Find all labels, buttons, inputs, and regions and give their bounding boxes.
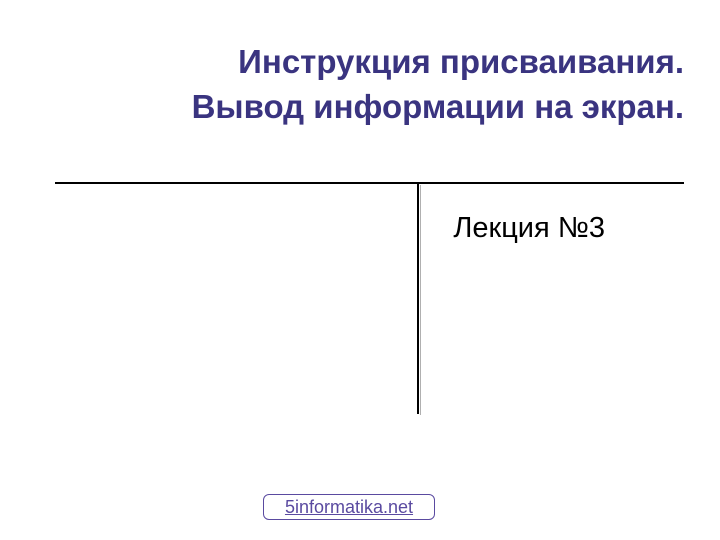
vertical-divider	[417, 182, 419, 414]
source-link[interactable]: 5informatika.net	[263, 494, 435, 520]
title-line-2: Вывод информации на экран.	[192, 88, 684, 125]
source-link-label: 5informatika.net	[285, 497, 413, 518]
horizontal-divider	[55, 182, 684, 184]
vertical-divider-shadow	[420, 185, 421, 415]
slide-title: Инструкция присваивания. Вывод информаци…	[50, 40, 684, 129]
title-line-1: Инструкция присваивания.	[238, 43, 684, 80]
slide-subtitle: Лекция №3	[453, 212, 605, 245]
presentation-slide: Инструкция присваивания. Вывод информаци…	[0, 0, 720, 540]
